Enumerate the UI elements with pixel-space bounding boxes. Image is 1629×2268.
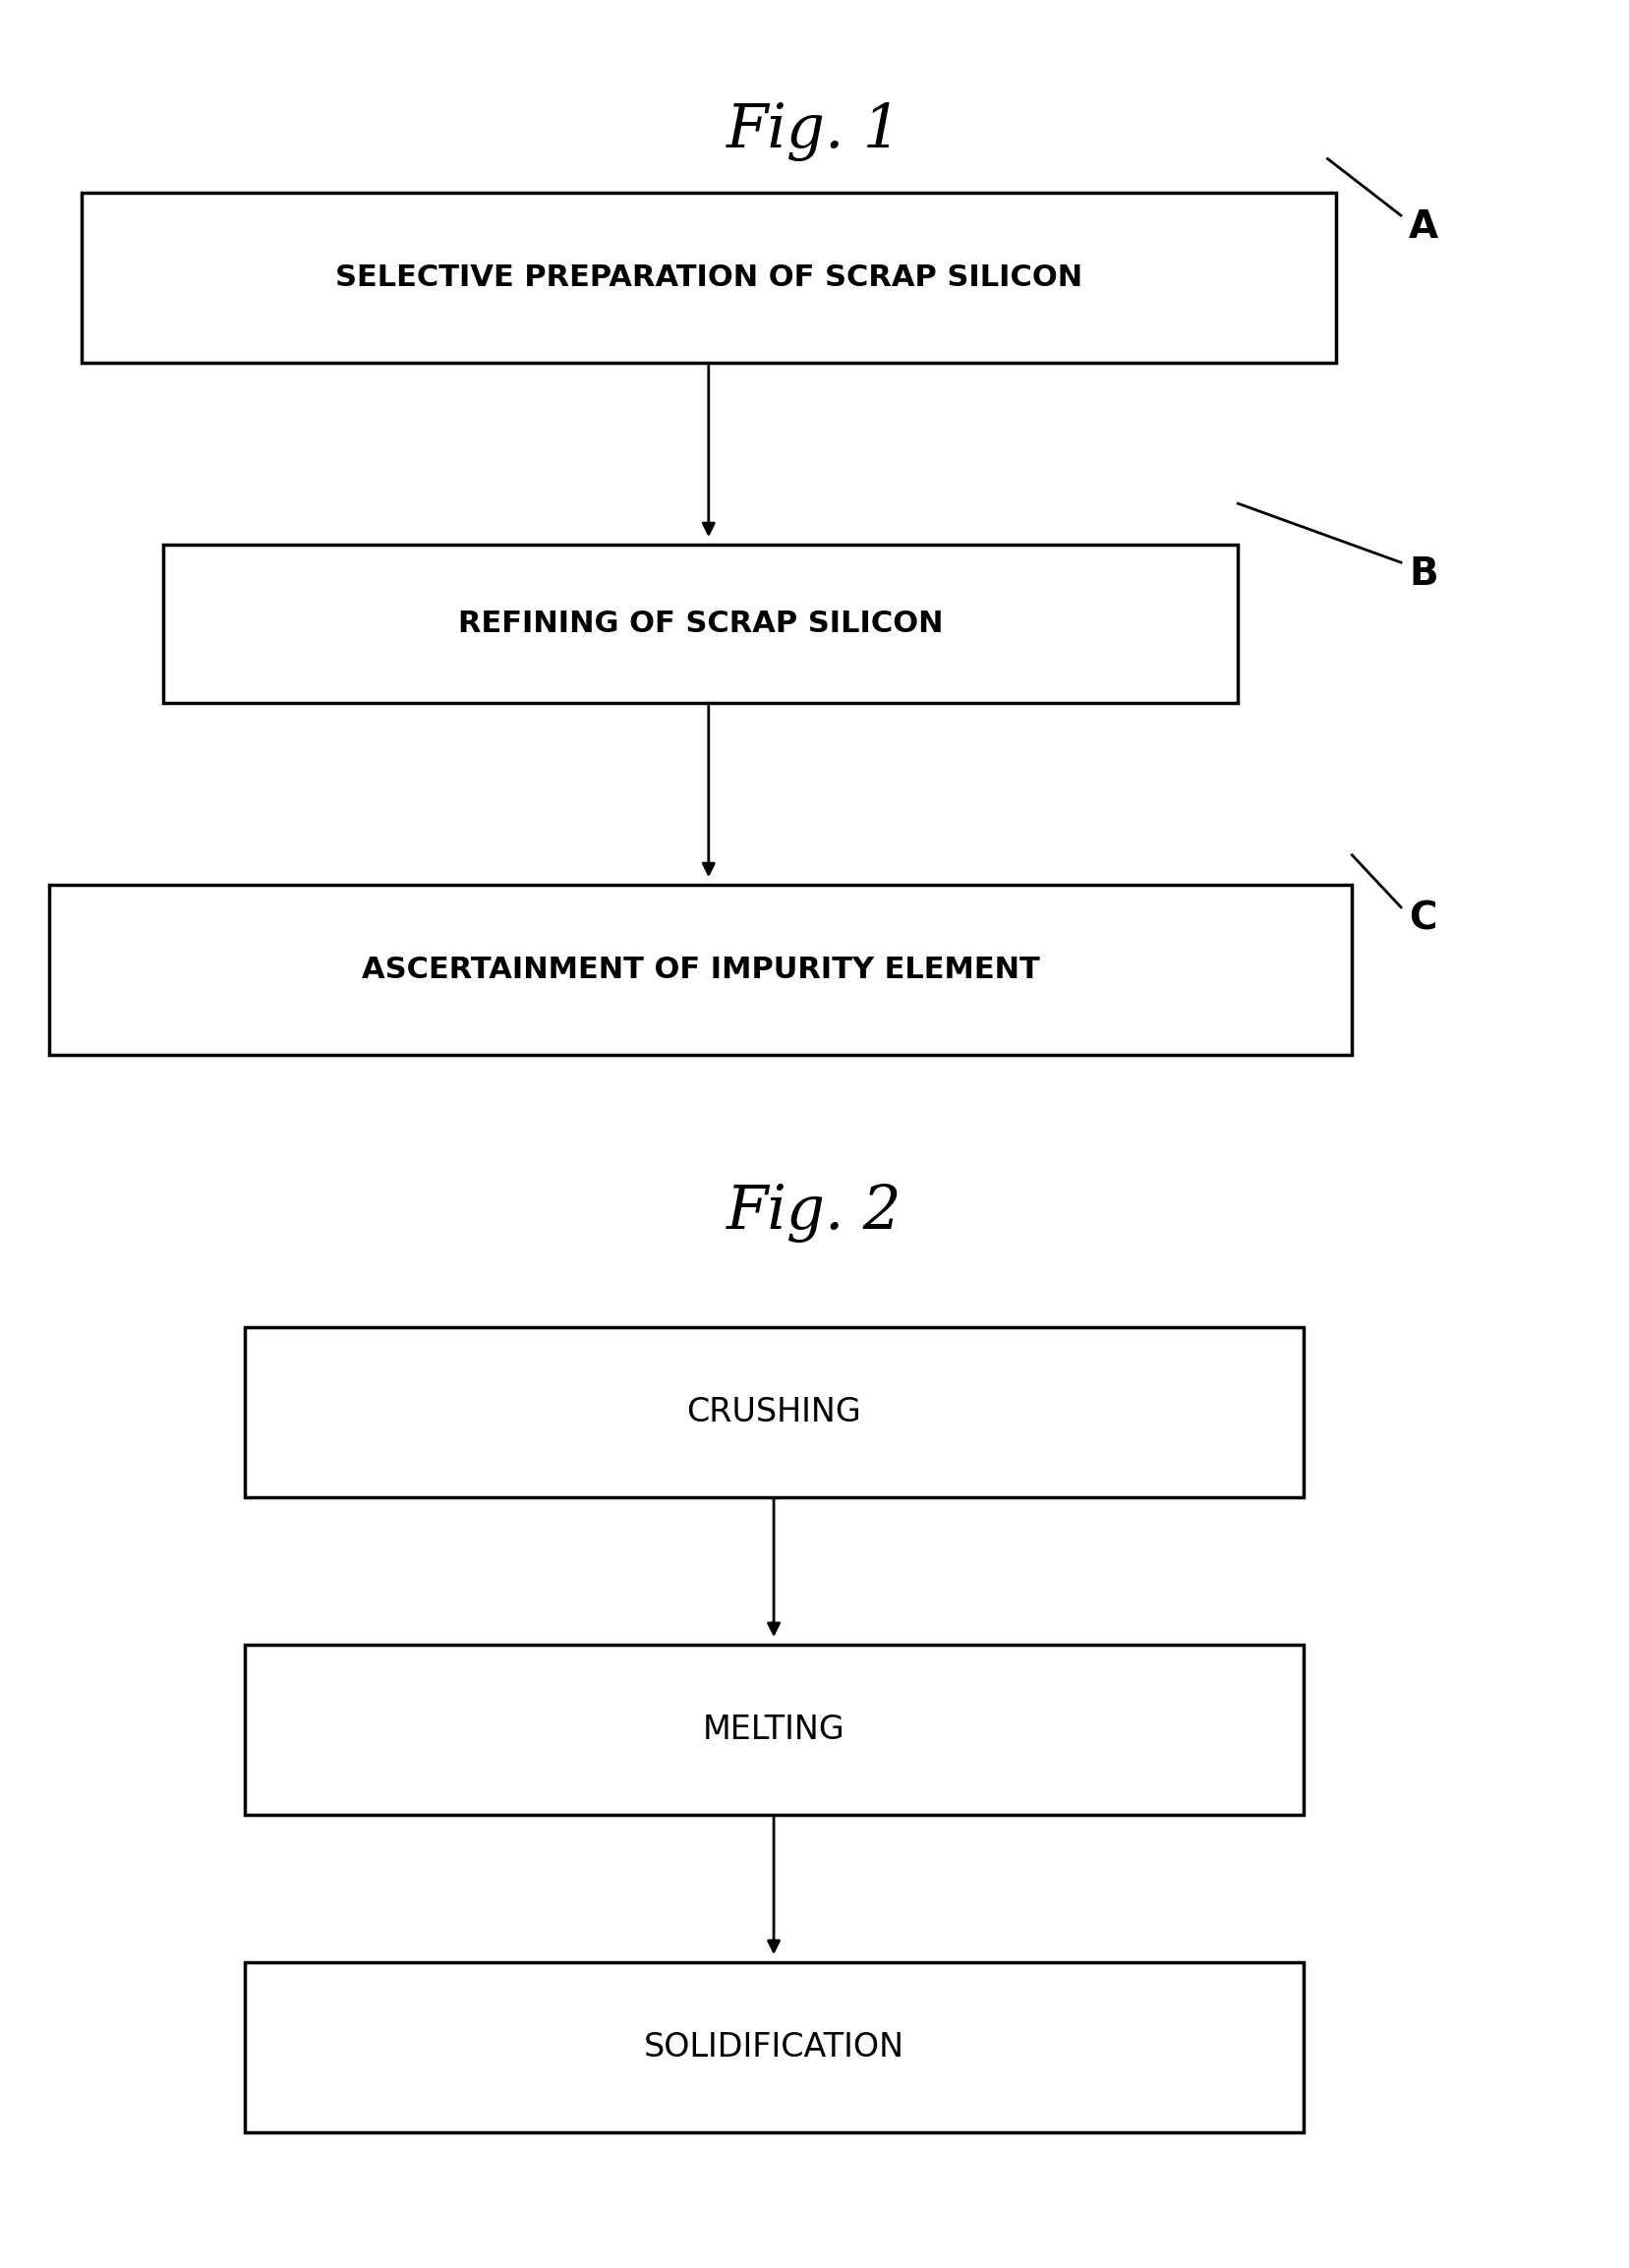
Text: MELTING: MELTING [702,1712,845,1746]
Text: SOLIDIFICATION: SOLIDIFICATION [643,2030,904,2064]
FancyBboxPatch shape [244,1327,1303,1497]
Text: B: B [1409,556,1438,592]
Text: SELECTIVE PREPARATION OF SCRAP SILICON: SELECTIVE PREPARATION OF SCRAP SILICON [336,263,1082,293]
Text: REFINING OF SCRAP SILICON: REFINING OF SCRAP SILICON [458,610,943,637]
Text: Fig. 2: Fig. 2 [727,1184,902,1243]
FancyBboxPatch shape [244,1962,1303,2132]
Text: Fig. 1: Fig. 1 [727,102,902,161]
FancyBboxPatch shape [81,193,1336,363]
FancyBboxPatch shape [163,544,1238,703]
FancyBboxPatch shape [244,1644,1303,1814]
Text: ASCERTAINMENT OF IMPURITY ELEMENT: ASCERTAINMENT OF IMPURITY ELEMENT [362,955,1039,984]
FancyBboxPatch shape [49,885,1352,1055]
Text: CRUSHING: CRUSHING [686,1395,862,1429]
Text: C: C [1409,900,1437,937]
Text: A: A [1409,209,1438,245]
